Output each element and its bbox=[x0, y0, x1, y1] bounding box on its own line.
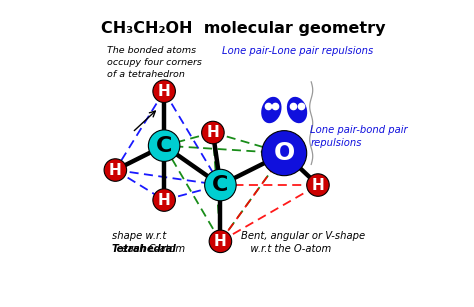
Text: C: C bbox=[212, 175, 228, 195]
Circle shape bbox=[201, 121, 224, 144]
Text: Bent, angular or V-shape
   w.r.t the O-atom: Bent, angular or V-shape w.r.t the O-ato… bbox=[241, 231, 365, 254]
Circle shape bbox=[205, 169, 236, 201]
Ellipse shape bbox=[287, 97, 307, 123]
Text: shape w.r.t
   each C-atom: shape w.r.t each C-atom bbox=[111, 231, 185, 254]
Text: Lone pair-Lone pair repulsions: Lone pair-Lone pair repulsions bbox=[222, 46, 374, 56]
Circle shape bbox=[153, 189, 175, 211]
Text: H: H bbox=[158, 84, 171, 99]
Circle shape bbox=[104, 159, 127, 181]
Text: C: C bbox=[156, 136, 173, 156]
Circle shape bbox=[148, 130, 180, 161]
Text: The bonded atoms
occupy four corners
of a tetrahedron: The bonded atoms occupy four corners of … bbox=[107, 46, 201, 79]
Text: H: H bbox=[158, 192, 171, 208]
Circle shape bbox=[209, 230, 232, 253]
Text: H: H bbox=[207, 125, 219, 140]
Text: H: H bbox=[311, 177, 324, 192]
Circle shape bbox=[262, 131, 307, 176]
Text: H: H bbox=[214, 234, 227, 249]
Circle shape bbox=[307, 174, 329, 196]
Text: Tetrahedral: Tetrahedral bbox=[111, 244, 176, 254]
Text: Lone pair-bond pair
repulsions: Lone pair-bond pair repulsions bbox=[310, 125, 408, 148]
Text: H: H bbox=[109, 162, 122, 177]
Text: O: O bbox=[273, 141, 295, 165]
Circle shape bbox=[153, 80, 175, 103]
Text: CH₃CH₂OH  molecular geometry: CH₃CH₂OH molecular geometry bbox=[100, 21, 385, 36]
Ellipse shape bbox=[261, 97, 282, 123]
